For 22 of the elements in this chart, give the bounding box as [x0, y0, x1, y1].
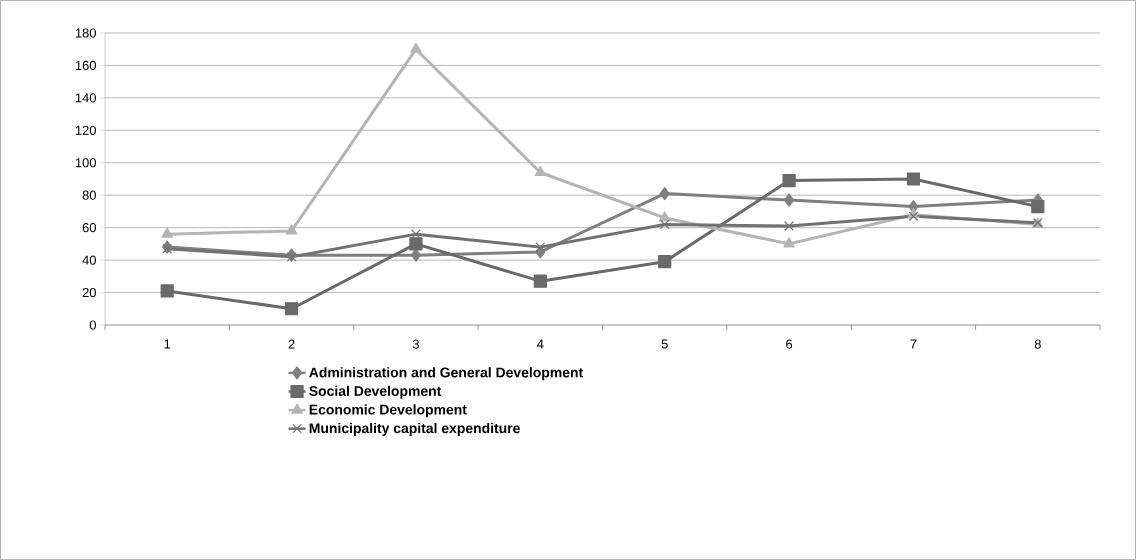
legend-label: Economic Development — [309, 404, 467, 418]
x-tick-label: 4 — [537, 339, 544, 349]
legend-label: Municipality capital expenditure — [309, 422, 520, 436]
y-tick-label: 0 — [89, 320, 96, 330]
y-tick-label: 60 — [82, 223, 96, 233]
x-tick-label: 7 — [910, 339, 917, 349]
x-tick-label: 3 — [412, 339, 419, 349]
y-tick-label: 180 — [75, 28, 96, 38]
x-tick-label: 2 — [288, 339, 295, 349]
y-tick-label: 100 — [75, 158, 96, 168]
x-tick-label: 1 — [164, 339, 171, 349]
y-tick-label: 40 — [82, 255, 96, 265]
x-tick-label: 8 — [1034, 339, 1041, 349]
y-tick-label: 120 — [75, 125, 96, 135]
x-tick-label: 6 — [786, 339, 793, 349]
y-tick-label: 160 — [75, 60, 96, 71]
x-tick-label: 5 — [661, 339, 668, 349]
y-tick-label: 80 — [82, 190, 96, 200]
legend-label: Administration and General Development — [309, 367, 583, 381]
y-tick-label: 20 — [82, 287, 96, 298]
y-tick-label: 140 — [75, 93, 96, 103]
legend-label: Social Development — [309, 385, 442, 399]
